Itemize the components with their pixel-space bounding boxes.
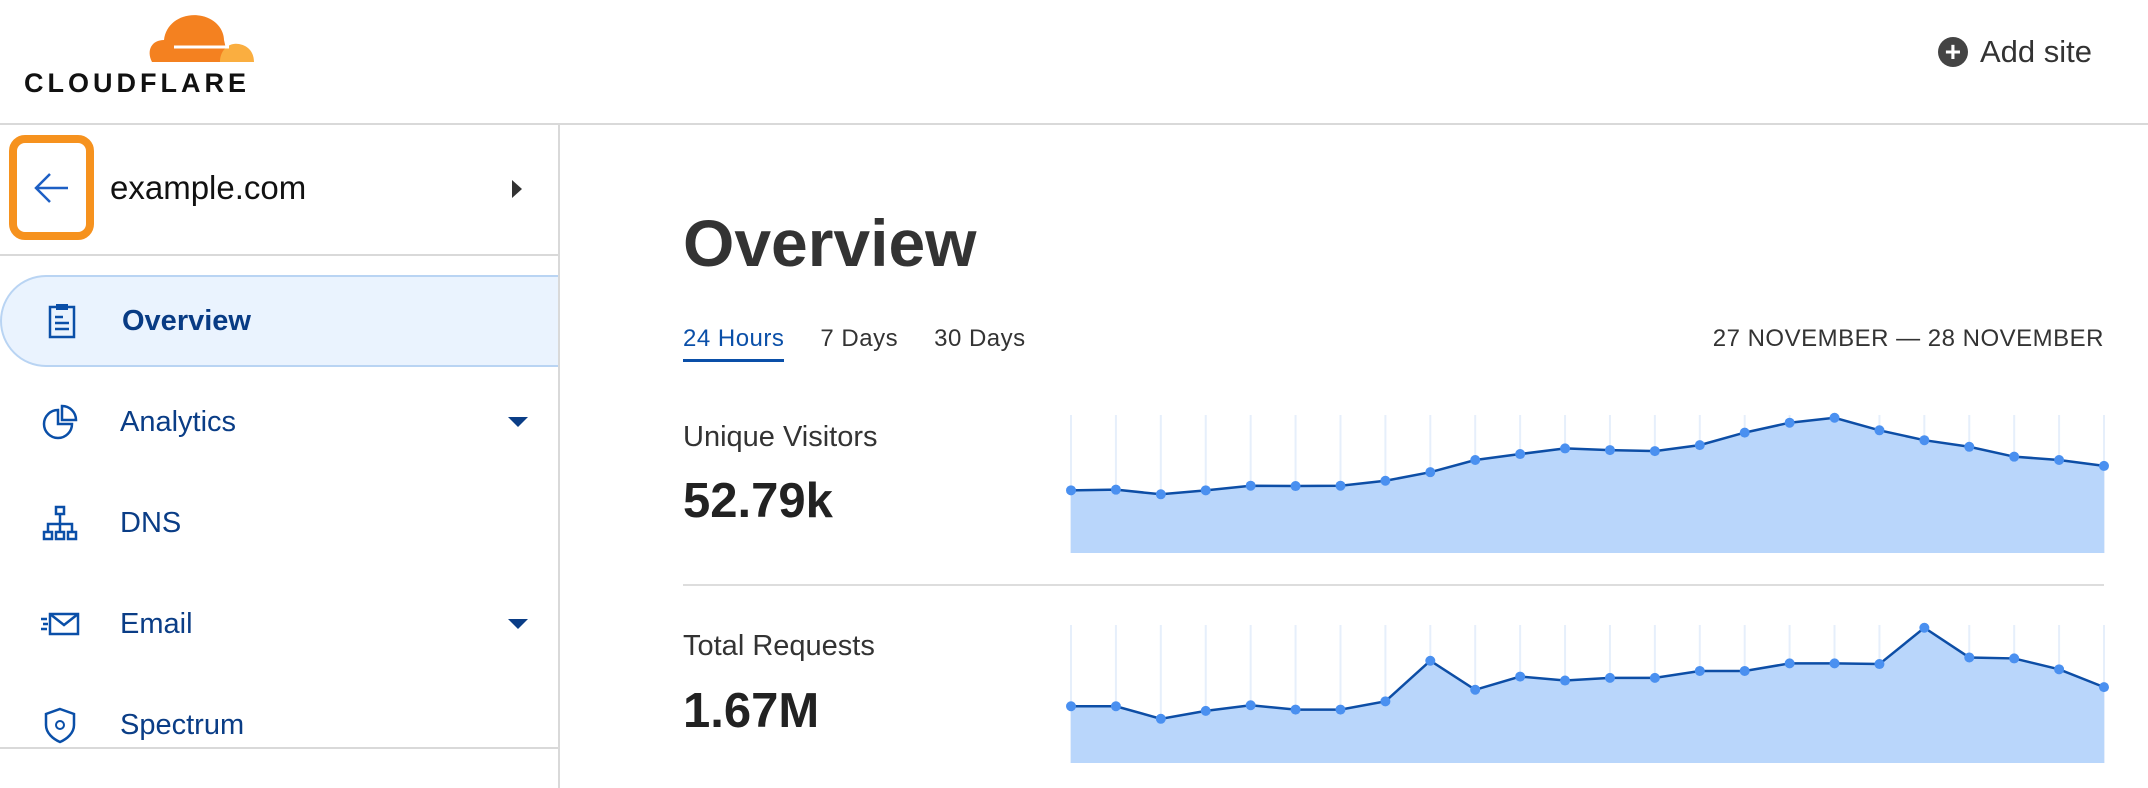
- data-point: [2054, 664, 2065, 675]
- pie-chart-icon: [42, 404, 78, 440]
- network-icon: [42, 505, 78, 541]
- time-range-tabs: 24 Hours 7 Days 30 Days: [683, 325, 1026, 362]
- arrow-left-icon: [33, 172, 68, 203]
- unique-visitors-value: 52.79k: [683, 474, 833, 528]
- data-point: [1200, 705, 1211, 716]
- sidebar-divider: [0, 747, 558, 749]
- series-line: [1071, 626, 2105, 721]
- total-requests-label: Total Requests: [683, 630, 875, 662]
- series-line: [1070, 416, 2105, 496]
- data-point: [1919, 622, 1930, 633]
- date-range: 27 NOVEMBER — 28 NOVEMBER: [1712, 325, 2104, 352]
- data-point: [1649, 446, 1660, 457]
- data-point: [1784, 658, 1795, 669]
- data-point: [1739, 427, 1750, 438]
- unique-visitors-label: Unique Visitors: [683, 421, 878, 453]
- tab-30-days[interactable]: 30 Days: [934, 325, 1026, 352]
- domain-selector: example.com: [0, 125, 558, 256]
- data-point: [1380, 475, 1391, 486]
- data-point: [1560, 443, 1571, 454]
- tab-7-days[interactable]: 7 Days: [820, 325, 899, 352]
- caret-right-icon[interactable]: [512, 180, 522, 198]
- cloud-icon: [149, 15, 254, 62]
- add-site-label: Add site: [1979, 34, 2092, 69]
- sidebar-item-overview[interactable]: Overview: [0, 275, 558, 367]
- sidebar-item-dns[interactable]: DNS: [0, 477, 558, 569]
- data-point: [1470, 454, 1481, 465]
- data-point: [1290, 704, 1301, 715]
- data-point: [1515, 671, 1526, 682]
- data-point: [2054, 454, 2065, 465]
- page-title: Overview: [683, 206, 977, 280]
- email-icon: [41, 612, 80, 636]
- data-point: [1560, 675, 1571, 686]
- data-point: [1874, 425, 1885, 436]
- back-button[interactable]: [9, 135, 94, 240]
- data-point: [1829, 658, 1840, 669]
- data-point: [2009, 653, 2020, 664]
- data-point: [1245, 700, 1256, 711]
- data-point: [1155, 489, 1166, 500]
- data-point: [1380, 696, 1391, 707]
- data-point: [1919, 435, 1930, 446]
- unique-visitors-chart: [1066, 412, 2109, 553]
- add-site-button[interactable]: + Add site: [1937, 34, 2092, 70]
- data-point: [1470, 684, 1481, 695]
- domain-name[interactable]: example.com: [110, 169, 307, 206]
- chevron-down-icon[interactable]: [508, 619, 528, 629]
- data-point: [1829, 412, 1840, 423]
- data-point: [1335, 480, 1346, 491]
- tab-24-hours[interactable]: 24 Hours: [683, 325, 785, 362]
- total-requests-chart: [1066, 622, 2109, 763]
- data-point: [1155, 713, 1166, 724]
- total-requests-value: 1.67M: [683, 684, 820, 738]
- data-point: [1694, 665, 1705, 676]
- top-header: CLOUDFLARE + Add site: [0, 0, 2148, 125]
- data-point: [1066, 485, 1076, 496]
- metric-divider: [683, 584, 2104, 586]
- clipboard-icon: [48, 304, 76, 339]
- plus-circle-icon: +: [1937, 37, 1968, 67]
- data-point: [1066, 701, 1076, 712]
- data-point: [1964, 441, 1975, 452]
- area-fill: [1071, 627, 2104, 763]
- data-point: [1290, 481, 1301, 492]
- data-point: [2009, 451, 2020, 462]
- data-point: [1425, 655, 1436, 666]
- data-point: [1425, 467, 1436, 478]
- cloudflare-logo[interactable]: CLOUDFLARE: [24, 10, 264, 98]
- data-point: [1515, 449, 1526, 460]
- sidebar-item-spectrum[interactable]: Spectrum: [0, 679, 558, 771]
- data-point: [1649, 672, 1660, 683]
- sidebar-item-analytics[interactable]: Analytics: [0, 376, 558, 468]
- chevron-down-icon[interactable]: [508, 417, 528, 427]
- data-point: [1110, 484, 1121, 495]
- data-point: [1335, 704, 1346, 715]
- data-point: [1964, 652, 1975, 663]
- area-fill: [1071, 417, 2104, 553]
- data-point: [2099, 682, 2109, 693]
- data-point: [1874, 659, 1885, 670]
- data-point: [1604, 445, 1615, 456]
- data-point: [1784, 417, 1795, 428]
- main-content: Overview 24 Hours 7 Days 30 Days 27 NOVE…: [560, 125, 2148, 788]
- sidebar: example.com Overview Analytics DNS Email…: [0, 125, 560, 788]
- sidebar-item-email[interactable]: Email: [0, 578, 558, 670]
- data-point: [1245, 480, 1256, 491]
- data-point: [1110, 701, 1121, 712]
- data-point: [1694, 440, 1705, 451]
- data-point: [1739, 665, 1750, 676]
- data-point: [1604, 672, 1615, 683]
- data-point: [1200, 485, 1211, 496]
- data-point: [2099, 460, 2109, 471]
- shield-icon: [44, 707, 76, 744]
